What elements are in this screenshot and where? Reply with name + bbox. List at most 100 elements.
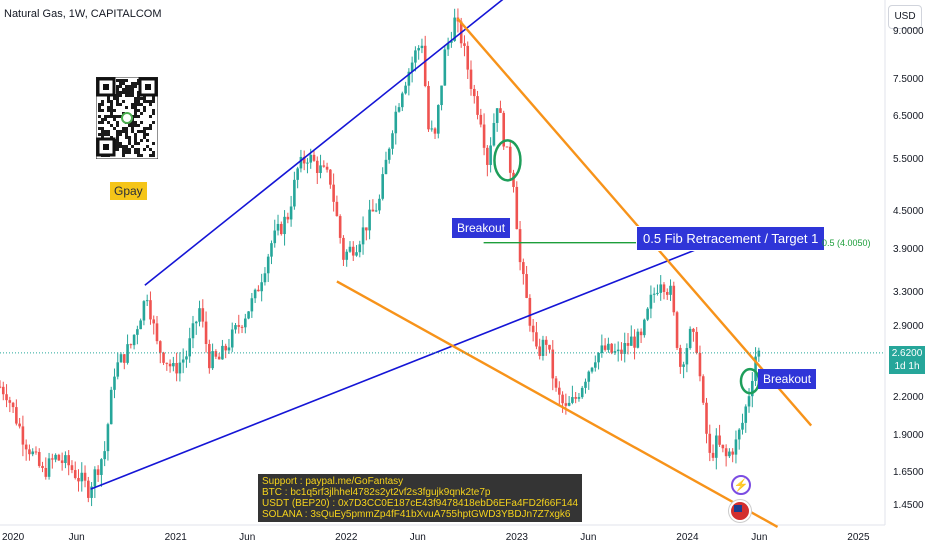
- candle-body: [168, 363, 172, 367]
- candle-body: [659, 284, 663, 293]
- candle-body: [423, 45, 427, 86]
- qr-module: [113, 109, 116, 112]
- qr-module: [125, 79, 128, 82]
- candle-body: [244, 318, 247, 328]
- price-tick-label: 1.6500: [893, 466, 924, 478]
- qr-module: [140, 154, 143, 157]
- qr-module: [137, 151, 140, 154]
- candle-body: [512, 172, 515, 187]
- candle-body: [263, 273, 267, 283]
- currency-button[interactable]: USD: [888, 5, 922, 29]
- candle-body: [149, 300, 152, 320]
- candle-body: [603, 345, 607, 350]
- candle-body: [103, 451, 106, 460]
- qr-module: [143, 130, 146, 133]
- qr-finder-center: [103, 84, 109, 90]
- candle-body: [198, 308, 201, 322]
- candle-body: [446, 42, 450, 50]
- qr-module: [116, 142, 119, 145]
- qr-module: [125, 91, 128, 94]
- candle-body: [610, 343, 613, 353]
- candle-body: [656, 292, 659, 294]
- candle-body: [561, 394, 564, 404]
- qr-finder-center: [103, 144, 109, 150]
- qr-module: [149, 127, 152, 130]
- candle-body: [51, 458, 54, 460]
- qr-module: [134, 106, 137, 109]
- qr-module: [134, 85, 137, 88]
- qr-module: [134, 103, 137, 106]
- lightning-icon[interactable]: ⚡: [731, 475, 751, 495]
- time-tick-label: 2023: [505, 532, 528, 543]
- qr-module: [134, 115, 137, 118]
- candle-body: [584, 381, 587, 388]
- candle-body: [705, 402, 708, 434]
- candle-body: [731, 451, 734, 455]
- qr-module: [110, 115, 113, 118]
- qr-module: [137, 100, 140, 103]
- candle-body: [391, 133, 394, 149]
- candle-body: [185, 356, 188, 360]
- price-tick-label: 9.0000: [893, 26, 924, 38]
- candle-body: [191, 323, 195, 339]
- us-flag-icon[interactable]: [729, 500, 751, 522]
- candle-body: [662, 284, 666, 292]
- candle-body: [728, 451, 731, 457]
- qr-module: [128, 151, 131, 154]
- candle-body: [757, 350, 761, 357]
- price-tick-label: 5.5000: [893, 154, 924, 166]
- candle-body: [626, 343, 630, 346]
- candle-body: [381, 174, 384, 199]
- qr-module: [119, 142, 122, 145]
- breakout-label-right: Breakout: [758, 369, 817, 389]
- candle-body: [649, 294, 653, 309]
- candle-body: [682, 364, 685, 367]
- candle-body: [266, 256, 270, 274]
- qr-module: [101, 100, 104, 103]
- qr-module: [104, 118, 107, 121]
- candle-body: [257, 289, 260, 292]
- candle-body: [165, 362, 169, 364]
- candle-body: [355, 252, 358, 256]
- price-tick-label: 4.5000: [893, 206, 924, 218]
- candle-body: [309, 154, 313, 163]
- candle-body: [450, 40, 453, 43]
- candle-body: [122, 354, 126, 363]
- qr-module: [122, 88, 125, 91]
- qr-module: [101, 103, 104, 106]
- candle-body: [721, 444, 725, 449]
- candle-body: [453, 17, 456, 41]
- qr-module: [134, 148, 137, 151]
- qr-module: [143, 97, 146, 100]
- qr-module: [125, 85, 128, 88]
- candle-body: [47, 458, 51, 477]
- qr-module: [116, 79, 119, 82]
- candle-body: [567, 402, 571, 406]
- candle-body: [482, 124, 486, 148]
- qr-module: [116, 115, 119, 118]
- price-tick-label: 7.5000: [893, 73, 924, 85]
- qr-module: [98, 127, 101, 130]
- candle-body: [60, 460, 64, 463]
- qr-module: [113, 127, 116, 130]
- wedge-lower-line: [336, 280, 779, 528]
- candle-body: [695, 331, 698, 354]
- candle-body: [535, 332, 538, 347]
- candle-body: [283, 216, 286, 235]
- qr-module: [116, 145, 119, 148]
- support-line: Support : paypal.me/GoFantasy: [262, 476, 404, 487]
- candle-body: [639, 331, 643, 336]
- qr-module: [131, 127, 134, 130]
- qr-module: [110, 100, 113, 103]
- candle-body: [11, 402, 15, 408]
- candle-body: [528, 297, 532, 326]
- candle-body: [67, 455, 70, 466]
- candle-body: [466, 45, 470, 70]
- qr-module: [116, 133, 119, 136]
- qr-module: [143, 136, 146, 139]
- candle-body: [319, 165, 322, 173]
- qr-module: [143, 148, 146, 151]
- qr-module: [134, 82, 137, 85]
